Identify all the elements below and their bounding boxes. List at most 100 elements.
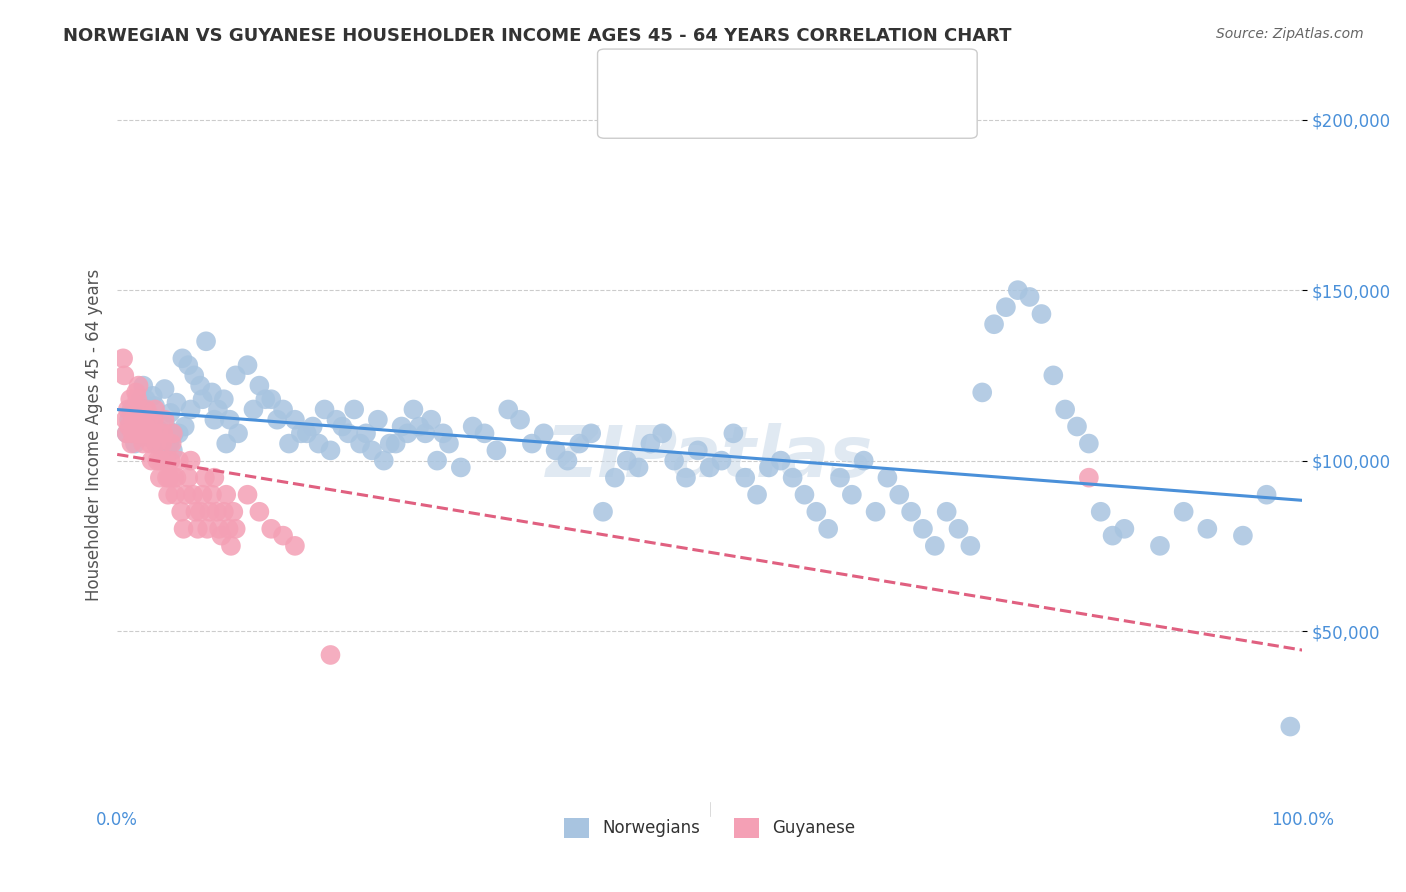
Guyanese xyxy=(132,436,155,450)
Guyanese xyxy=(163,471,186,485)
Guyanese xyxy=(225,522,247,536)
Guyanese xyxy=(208,522,231,536)
Norwegians xyxy=(142,389,165,403)
Norwegians xyxy=(150,433,173,447)
Guyanese xyxy=(1077,471,1099,485)
Norwegians xyxy=(138,413,160,427)
Norwegians xyxy=(1114,522,1136,536)
Norwegians xyxy=(1197,522,1219,536)
Guyanese xyxy=(120,392,142,407)
Guyanese xyxy=(215,488,238,502)
Y-axis label: Householder Income Ages 45 - 64 years: Householder Income Ages 45 - 64 years xyxy=(86,268,103,601)
Norwegians xyxy=(215,436,238,450)
Norwegians xyxy=(301,419,323,434)
Norwegians xyxy=(544,443,567,458)
Norwegians xyxy=(120,402,142,417)
Norwegians xyxy=(128,419,150,434)
Norwegians xyxy=(852,453,875,467)
Norwegians xyxy=(183,368,205,383)
Norwegians xyxy=(378,436,401,450)
Guyanese xyxy=(211,528,233,542)
Guyanese xyxy=(142,413,165,427)
Norwegians xyxy=(769,453,792,467)
Norwegians xyxy=(242,402,264,417)
Norwegians xyxy=(841,488,863,502)
Guyanese xyxy=(174,488,197,502)
Guyanese xyxy=(271,528,294,542)
Norwegians xyxy=(139,409,162,424)
Guyanese xyxy=(153,413,176,427)
Guyanese xyxy=(173,522,195,536)
Norwegians xyxy=(180,402,202,417)
Norwegians xyxy=(295,426,318,441)
Norwegians xyxy=(651,426,673,441)
Norwegians xyxy=(153,382,176,396)
Guyanese xyxy=(136,413,159,427)
Guyanese xyxy=(319,648,342,662)
Guyanese xyxy=(134,426,156,441)
Norwegians xyxy=(284,413,307,427)
Norwegians xyxy=(533,426,555,441)
Norwegians xyxy=(699,460,721,475)
Norwegians xyxy=(474,426,496,441)
Norwegians xyxy=(391,419,413,434)
Norwegians xyxy=(254,392,277,407)
Norwegians xyxy=(900,505,922,519)
Norwegians xyxy=(226,426,249,441)
Norwegians xyxy=(132,378,155,392)
Norwegians xyxy=(579,426,602,441)
Guyanese xyxy=(156,471,179,485)
Norwegians xyxy=(496,402,519,417)
Norwegians xyxy=(188,378,211,392)
Norwegians xyxy=(1054,402,1077,417)
Norwegians xyxy=(723,426,745,441)
Guyanese xyxy=(128,426,150,441)
Norwegians xyxy=(125,426,148,441)
Guyanese xyxy=(146,453,169,467)
Norwegians xyxy=(734,471,756,485)
Norwegians xyxy=(115,426,138,441)
Norwegians xyxy=(325,413,347,427)
Legend: Norwegians, Guyanese: Norwegians, Guyanese xyxy=(558,811,862,845)
Norwegians xyxy=(367,413,389,427)
Norwegians xyxy=(201,385,224,400)
Norwegians xyxy=(124,436,146,450)
Norwegians xyxy=(319,443,342,458)
Norwegians xyxy=(1018,290,1040,304)
Norwegians xyxy=(889,488,911,502)
Norwegians xyxy=(865,505,887,519)
Norwegians xyxy=(396,426,419,441)
Norwegians xyxy=(675,471,697,485)
Guyanese xyxy=(149,471,172,485)
Norwegians xyxy=(592,505,614,519)
Norwegians xyxy=(828,471,851,485)
Norwegians xyxy=(384,436,406,450)
Guyanese xyxy=(188,505,211,519)
Norwegians xyxy=(122,413,145,427)
Norwegians xyxy=(686,443,709,458)
Guyanese xyxy=(138,426,160,441)
Guyanese xyxy=(127,392,149,407)
Norwegians xyxy=(520,436,543,450)
Norwegians xyxy=(225,368,247,383)
Norwegians xyxy=(557,453,579,467)
Guyanese xyxy=(122,413,145,427)
Norwegians xyxy=(616,453,638,467)
Norwegians xyxy=(337,426,360,441)
Guyanese xyxy=(148,426,170,441)
Guyanese xyxy=(247,505,270,519)
Norwegians xyxy=(983,317,1005,331)
Guyanese xyxy=(212,505,235,519)
Norwegians xyxy=(461,419,484,434)
Norwegians xyxy=(218,413,240,427)
Norwegians xyxy=(935,505,957,519)
Norwegians xyxy=(426,453,449,467)
Text: ■: ■ xyxy=(626,66,647,86)
Guyanese xyxy=(162,426,184,441)
Guyanese xyxy=(112,351,135,366)
Guyanese xyxy=(170,505,193,519)
Guyanese xyxy=(187,522,209,536)
Norwegians xyxy=(1173,505,1195,519)
Norwegians xyxy=(271,402,294,417)
Guyanese xyxy=(117,402,139,417)
